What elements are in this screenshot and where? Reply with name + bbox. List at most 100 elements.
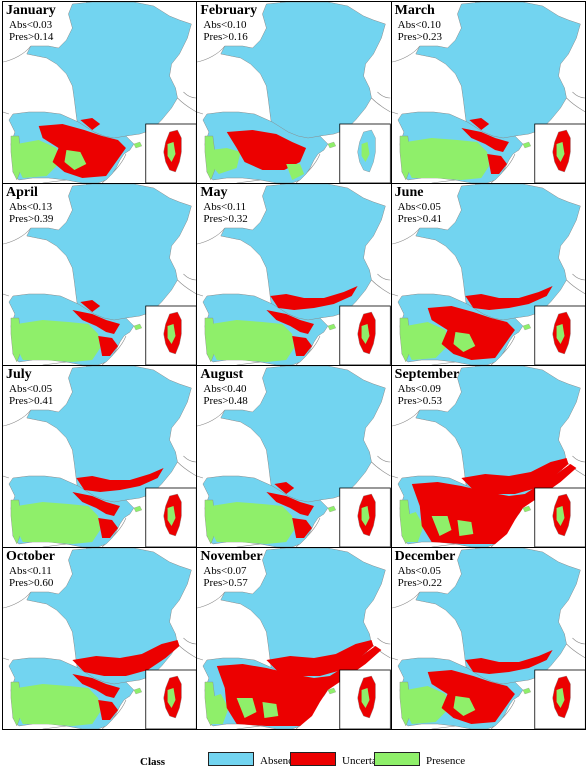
uncertain-area xyxy=(72,674,120,698)
presence-area xyxy=(431,516,452,536)
italy-outline xyxy=(371,273,391,295)
presence-area xyxy=(403,686,448,724)
absence-threshold: Abs<0.10 xyxy=(203,19,247,31)
presence-threshold: Pres>0.16 xyxy=(203,31,248,43)
map-svg xyxy=(197,2,391,183)
presence-threshold: Pres>0.48 xyxy=(203,395,248,407)
uncertain-area xyxy=(80,118,101,130)
panel-title: October xyxy=(6,549,55,564)
absence-threshold: Abs<0.05 xyxy=(397,201,441,213)
panel-title: November xyxy=(200,549,263,564)
uncertain-area xyxy=(427,306,515,360)
absence-threshold: Abs<0.05 xyxy=(9,383,53,395)
italy-outline xyxy=(177,273,197,295)
presence-area xyxy=(167,688,176,708)
uncertain-area xyxy=(465,286,553,310)
balearic-island xyxy=(133,323,143,331)
map-svg xyxy=(3,366,197,547)
presence-area xyxy=(236,698,257,718)
presence-area xyxy=(64,150,87,170)
presence-threshold: Pres>0.53 xyxy=(397,395,443,407)
map-panel-june: June Abs<0.05 Pres>0.41 xyxy=(391,184,585,365)
map-svg xyxy=(197,366,391,547)
absence-threshold: Abs<0.09 xyxy=(397,383,441,395)
presence-threshold: Pres>0.39 xyxy=(9,213,54,225)
legend-swatch-absence xyxy=(208,752,254,766)
map-panel-march: March Abs<0.10 Pres>0.23 xyxy=(391,2,585,183)
uncertain-area xyxy=(76,468,164,492)
panel-title: February xyxy=(200,3,258,18)
balearic-island xyxy=(522,323,531,331)
presence-area xyxy=(14,140,59,178)
balearic-island xyxy=(133,141,143,149)
absence-threshold: Abs<0.03 xyxy=(9,19,53,31)
presence-area xyxy=(14,320,101,362)
uncertain-area xyxy=(468,118,489,130)
presence-threshold: Pres>0.57 xyxy=(203,577,248,589)
uncertain-area xyxy=(270,286,358,310)
uncertain-area xyxy=(98,518,119,538)
presence-threshold: Pres>0.32 xyxy=(203,213,248,225)
balearic-island xyxy=(327,141,337,149)
presence-area xyxy=(403,322,448,360)
presence-area xyxy=(286,164,305,180)
presence-area xyxy=(262,702,279,718)
balearic-island xyxy=(327,687,337,695)
italy-outline xyxy=(565,455,585,477)
panel-title: July xyxy=(6,367,32,382)
map-panel-may: May Abs<0.11 Pres>0.32 xyxy=(197,184,391,365)
presence-threshold: Pres>0.14 xyxy=(9,31,54,43)
legend-swatch-presence xyxy=(374,752,420,766)
map-panel-november: November Abs<0.07 Pres>0.57 xyxy=(197,548,391,729)
absence-threshold: Abs<0.11 xyxy=(203,201,247,213)
presence-area xyxy=(167,142,176,162)
absence-threshold: Abs<0.05 xyxy=(397,565,441,577)
presence-area xyxy=(361,324,370,344)
presence-area xyxy=(453,696,475,716)
uncertain-area xyxy=(292,336,313,356)
panel-title: June xyxy=(394,185,424,200)
panel-title: May xyxy=(200,185,228,200)
presence-area xyxy=(556,142,565,162)
balearic-island xyxy=(522,141,531,149)
uncertain-area xyxy=(98,700,119,720)
map-panel-january: January Abs<0.03 Pres>0.14 xyxy=(3,2,197,183)
uncertain-area xyxy=(411,464,577,544)
absence-threshold: Abs<0.11 xyxy=(9,565,52,577)
presence-area xyxy=(457,520,473,536)
map-panel-december: December Abs<0.05 Pres>0.22 xyxy=(391,548,585,729)
uncertain-area xyxy=(217,646,382,726)
legend: Class Absence Uncertain Presence xyxy=(0,736,588,768)
presence-area xyxy=(403,138,489,180)
uncertain-area xyxy=(38,124,126,178)
italy-outline xyxy=(177,455,197,477)
presence-area xyxy=(403,512,424,542)
presence-threshold: Pres>0.41 xyxy=(397,213,443,225)
presence-area xyxy=(453,332,475,352)
presence-area xyxy=(556,324,565,344)
presence-area xyxy=(361,142,370,162)
uncertain-area xyxy=(72,640,180,676)
uncertain-area xyxy=(72,310,120,334)
panel-title: April xyxy=(6,185,38,200)
presence-threshold: Pres>0.22 xyxy=(397,577,443,589)
map-svg xyxy=(3,184,197,365)
legend-label-presence: Presence xyxy=(426,755,466,767)
presence-area xyxy=(361,506,370,526)
legend-label-absence: Absence xyxy=(260,755,298,767)
map-svg xyxy=(391,2,585,183)
presence-area xyxy=(209,502,295,544)
presence-area xyxy=(556,688,565,708)
italy-outline xyxy=(371,637,391,659)
balearic-island xyxy=(133,687,143,695)
balearic-island xyxy=(522,687,531,695)
map-svg xyxy=(391,184,585,365)
panel-title: August xyxy=(200,367,244,382)
map-svg xyxy=(391,366,585,547)
balearic-island xyxy=(327,323,337,331)
presence-area xyxy=(361,688,370,708)
map-svg xyxy=(391,548,585,729)
map-grid: January Abs<0.03 Pres>0.14 February Abs<0.10… xyxy=(2,1,586,730)
italy-outline xyxy=(565,91,585,113)
presence-threshold: Pres>0.60 xyxy=(9,577,54,589)
